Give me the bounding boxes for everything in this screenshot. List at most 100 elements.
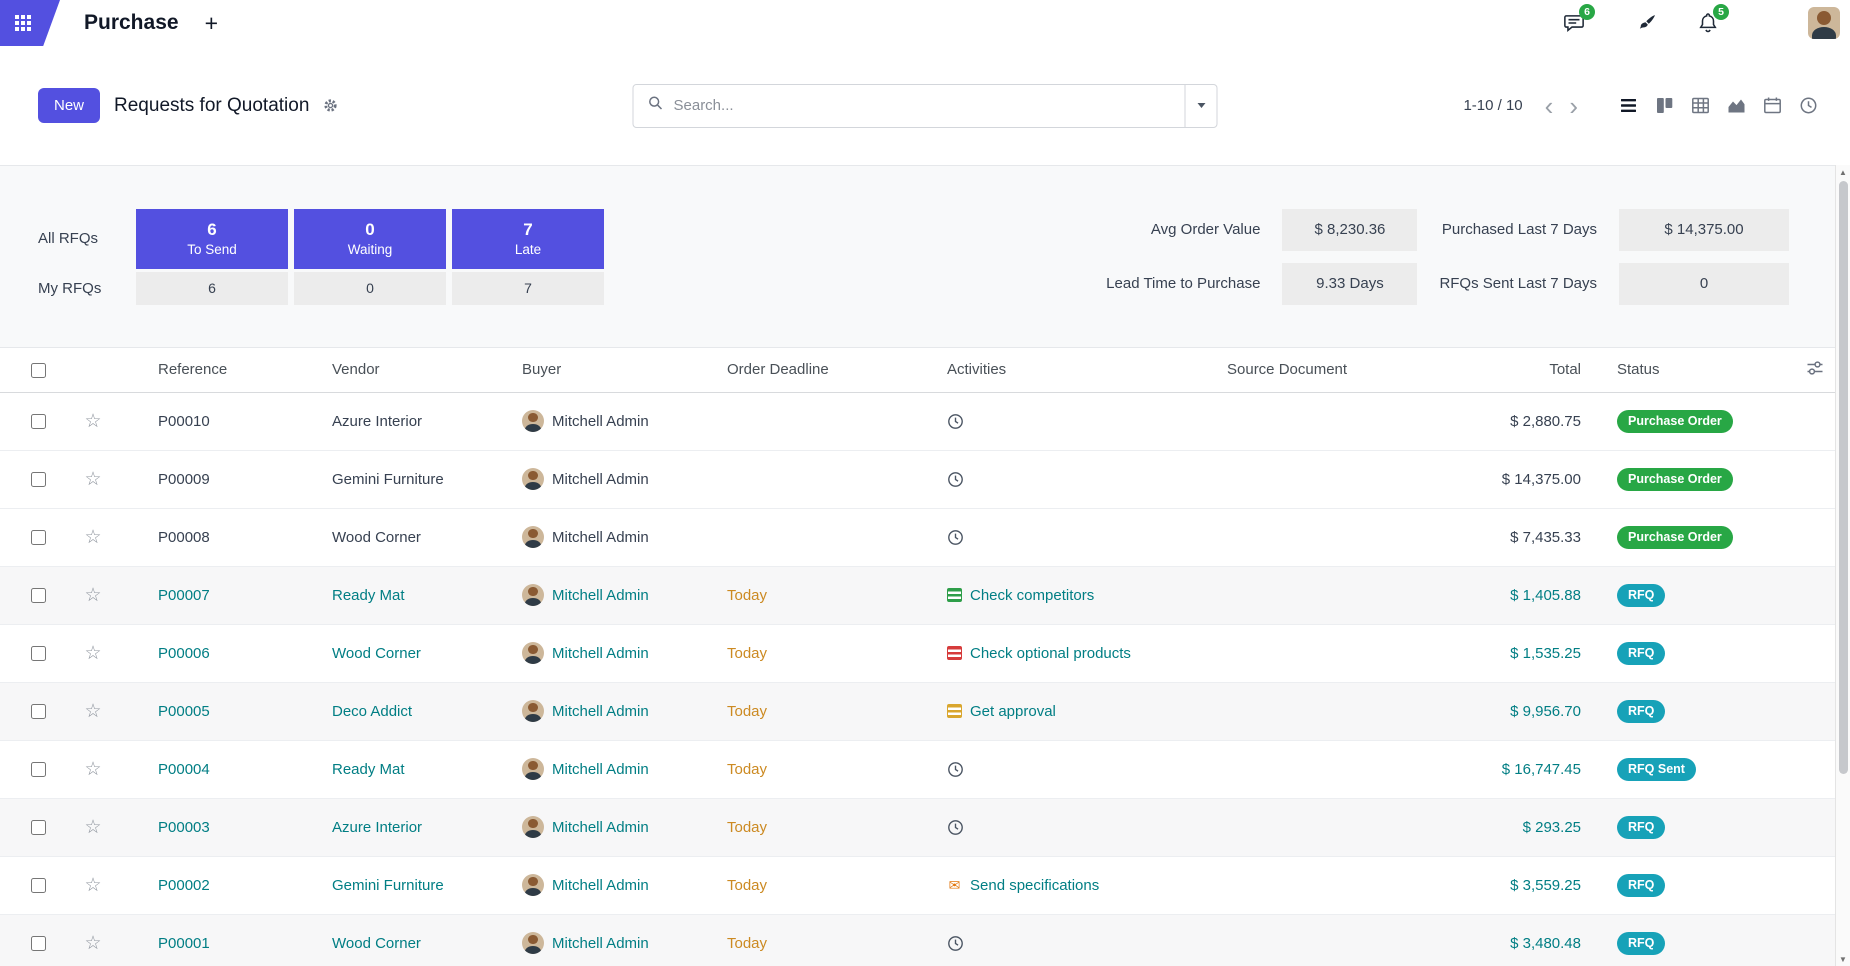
kanban-view-button[interactable] (1646, 89, 1682, 123)
apps-menu-button[interactable] (0, 0, 60, 46)
tile-to-send-my-count[interactable]: 6 (136, 271, 288, 305)
activity-cell[interactable] (935, 450, 1215, 509)
activity-cell[interactable] (935, 914, 1215, 966)
favorite-star-icon[interactable]: ☆ (84, 700, 102, 722)
tile-waiting-my-count[interactable]: 0 (294, 271, 446, 305)
total-cell[interactable]: $ 1,535.25 (1445, 624, 1605, 683)
vendor-cell[interactable]: Wood Corner (320, 508, 510, 567)
source-document-cell[interactable] (1215, 508, 1445, 567)
total-cell[interactable]: $ 1,405.88 (1445, 566, 1605, 625)
source-document-cell[interactable] (1215, 392, 1445, 451)
vendor-cell[interactable]: Azure Interior (320, 798, 510, 857)
favorite-star-icon[interactable]: ☆ (84, 816, 102, 838)
gear-icon[interactable] (323, 98, 338, 113)
activity-cell[interactable] (935, 740, 1215, 799)
favorite-star-icon[interactable]: ☆ (84, 410, 102, 432)
buyer-cell[interactable]: Mitchell Admin (510, 450, 715, 509)
row-checkbox[interactable] (30, 414, 46, 430)
activity-clock-icon[interactable] (947, 935, 964, 952)
all-rfqs-label[interactable]: All RFQs (38, 230, 98, 247)
tile-waiting-button[interactable]: 0 Waiting (294, 208, 446, 269)
deadline-cell[interactable] (715, 392, 935, 451)
optional-columns-icon[interactable] (1806, 359, 1824, 377)
rfq-row[interactable]: ☆ P00009 Gemini Furniture Mitchell Admin (0, 450, 1835, 509)
tile-to-send-button[interactable]: 6 To Send (136, 208, 288, 269)
row-checkbox[interactable] (30, 472, 46, 488)
activity-clock-icon[interactable] (947, 819, 964, 836)
scroll-down-arrow[interactable]: ▼ (1839, 954, 1847, 964)
header-total[interactable]: Total (1445, 348, 1605, 393)
source-document-cell[interactable] (1215, 798, 1445, 857)
buyer-cell[interactable]: Mitchell Admin (510, 624, 715, 683)
pivot-view-button[interactable] (1682, 89, 1718, 123)
header-reference[interactable]: Reference (124, 348, 320, 393)
rfq-row[interactable]: ☆ P00002 Gemini Furniture Mitchell Admin… (0, 856, 1835, 915)
row-checkbox[interactable] (30, 936, 46, 952)
rfq-row[interactable]: ☆ P00006 Wood Corner Mitchell Admin Toda… (0, 624, 1835, 683)
activity-clock-icon[interactable] (947, 471, 964, 488)
user-avatar[interactable] (1808, 7, 1840, 39)
vendor-cell[interactable]: Ready Mat (320, 740, 510, 799)
messages-button[interactable]: 6 (1554, 3, 1595, 43)
total-cell[interactable]: $ 7,435.33 (1445, 508, 1605, 567)
total-cell[interactable]: $ 9,956.70 (1445, 682, 1605, 741)
total-cell[interactable]: $ 3,559.25 (1445, 856, 1605, 915)
vendor-cell[interactable]: Gemini Furniture (320, 450, 510, 509)
pager-previous-button[interactable]: ‹ (1544, 90, 1554, 121)
activity-cell[interactable]: Get approval (935, 682, 1215, 741)
rfq-row[interactable]: ☆ P00008 Wood Corner Mitchell Admin (0, 508, 1835, 567)
scrollbar-thumb[interactable] (1838, 181, 1848, 774)
favorite-star-icon[interactable]: ☆ (84, 874, 102, 896)
status-cell[interactable]: Purchase Order (1605, 392, 1795, 451)
source-document-cell[interactable] (1215, 450, 1445, 509)
rfq-row[interactable]: ☆ P00003 Azure Interior Mitchell Admin T… (0, 798, 1835, 857)
status-cell[interactable]: Purchase Order (1605, 508, 1795, 567)
source-document-cell[interactable] (1215, 914, 1445, 966)
reference-cell[interactable]: P00004 (124, 740, 320, 799)
total-cell[interactable]: $ 16,747.45 (1445, 740, 1605, 799)
buyer-cell[interactable]: Mitchell Admin (510, 798, 715, 857)
row-checkbox[interactable] (30, 530, 46, 546)
row-checkbox[interactable] (30, 646, 46, 662)
deadline-cell[interactable]: Today (715, 798, 935, 857)
app-title[interactable]: Purchase (84, 11, 179, 34)
buyer-cell[interactable]: Mitchell Admin (510, 392, 715, 451)
total-cell[interactable]: $ 2,880.75 (1445, 392, 1605, 451)
source-document-cell[interactable] (1215, 856, 1445, 915)
vertical-scrollbar[interactable]: ▲ ▼ (1835, 165, 1850, 966)
status-cell[interactable]: RFQ (1605, 914, 1795, 966)
vendor-cell[interactable]: Azure Interior (320, 392, 510, 451)
total-cell[interactable]: $ 293.25 (1445, 798, 1605, 857)
graph-view-button[interactable] (1718, 89, 1754, 123)
buyer-cell[interactable]: Mitchell Admin (510, 508, 715, 567)
activity-cell[interactable]: Check competitors (935, 566, 1215, 625)
activity-clock-icon[interactable] (947, 761, 964, 778)
deadline-cell[interactable]: Today (715, 624, 935, 683)
reference-cell[interactable]: P00005 (124, 682, 320, 741)
source-document-cell[interactable] (1215, 624, 1445, 683)
header-activities[interactable]: Activities (935, 348, 1215, 393)
buyer-cell[interactable]: Mitchell Admin (510, 566, 715, 625)
my-rfqs-label[interactable]: My RFQs (38, 279, 102, 297)
stat-value-purchased-last-7-days[interactable]: $ 14,375.00 (1619, 208, 1789, 251)
row-checkbox[interactable] (30, 762, 46, 778)
deadline-cell[interactable]: Today (715, 740, 935, 799)
rfq-row[interactable]: ☆ P00001 Wood Corner Mitchell Admin Toda… (0, 914, 1835, 966)
deadline-cell[interactable] (715, 450, 935, 509)
favorite-star-icon[interactable]: ☆ (84, 468, 102, 490)
activity-cell[interactable] (935, 798, 1215, 857)
deadline-cell[interactable] (715, 508, 935, 567)
deadline-cell[interactable]: Today (715, 682, 935, 741)
status-cell[interactable]: RFQ (1605, 682, 1795, 741)
search-input[interactable] (663, 97, 1185, 114)
vendor-cell[interactable]: Gemini Furniture (320, 856, 510, 915)
deadline-cell[interactable]: Today (715, 566, 935, 625)
activity-view-button[interactable] (1790, 89, 1826, 123)
row-checkbox[interactable] (30, 588, 46, 604)
stat-value-lead-time[interactable]: 9.33 Days (1282, 262, 1418, 305)
buyer-cell[interactable]: Mitchell Admin (510, 740, 715, 799)
status-cell[interactable]: RFQ (1605, 624, 1795, 683)
activity-clock-icon[interactable] (947, 529, 964, 546)
activity-label[interactable]: Check optional products (970, 644, 1131, 662)
activity-label[interactable]: Get approval (970, 702, 1056, 720)
